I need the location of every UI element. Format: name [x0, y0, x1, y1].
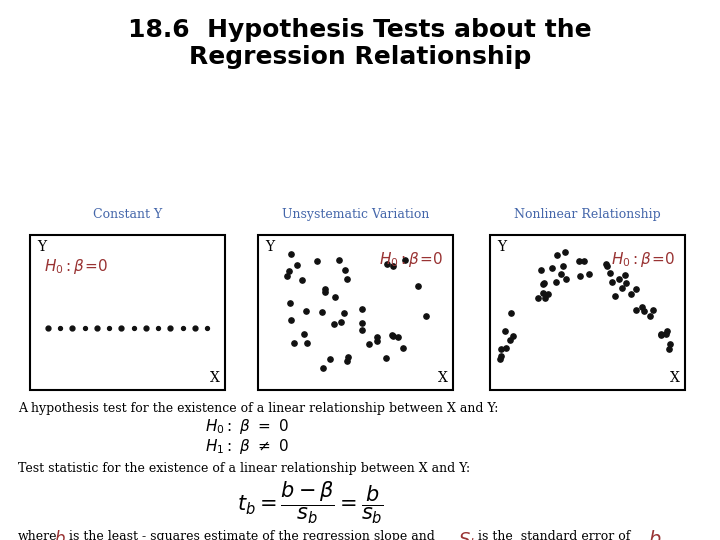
Text: A hypothesis test for the existence of a linear relationship between X and Y:: A hypothesis test for the existence of a…	[18, 402, 498, 415]
Text: X: X	[670, 371, 680, 385]
Text: Unsystematic Variation: Unsystematic Variation	[282, 208, 429, 221]
Text: is the least - squares estimate of the regression slope and: is the least - squares estimate of the r…	[65, 530, 435, 540]
Text: 18.6  Hypothesis Tests about the: 18.6 Hypothesis Tests about the	[128, 18, 592, 42]
Text: $H_0:\beta\!=\!0$: $H_0:\beta\!=\!0$	[44, 257, 108, 276]
Text: where: where	[18, 530, 58, 540]
Text: Test statistic for the existence of a linear relationship between X and Y:: Test statistic for the existence of a li…	[18, 462, 470, 475]
Text: Y: Y	[37, 240, 46, 254]
Text: Regression Relationship: Regression Relationship	[189, 45, 531, 69]
Text: Y: Y	[497, 240, 506, 254]
Text: $H_0:\beta\!=\!0$: $H_0:\beta\!=\!0$	[379, 250, 443, 269]
Text: Nonlinear Relationship: Nonlinear Relationship	[514, 208, 661, 221]
Bar	[30, 235, 225, 390]
Bar	[258, 235, 453, 390]
Text: Constant Y: Constant Y	[93, 208, 162, 221]
Text: $H_1:\ \beta\  \neq \ 0$: $H_1:\ \beta\ \neq \ 0$	[205, 437, 289, 456]
Bar	[490, 235, 685, 390]
Text: $b$: $b$	[54, 530, 66, 540]
Text: $S_b$: $S_b$	[458, 530, 479, 540]
Text: $t_b = \dfrac{b - \beta}{s_b} = \dfrac{b}{s_b}$: $t_b = \dfrac{b - \beta}{s_b} = \dfrac{b…	[237, 480, 384, 526]
Text: is the  standard error of: is the standard error of	[478, 530, 631, 540]
Text: X: X	[210, 371, 220, 385]
Text: $H_0:\beta\!=\!0$: $H_0:\beta\!=\!0$	[611, 250, 675, 269]
Text: X: X	[438, 371, 448, 385]
Text: $b$: $b$	[648, 530, 662, 540]
Text: $H_0:\ \beta\  = \ 0$: $H_0:\ \beta\ = \ 0$	[205, 417, 289, 436]
Text: Y: Y	[265, 240, 274, 254]
